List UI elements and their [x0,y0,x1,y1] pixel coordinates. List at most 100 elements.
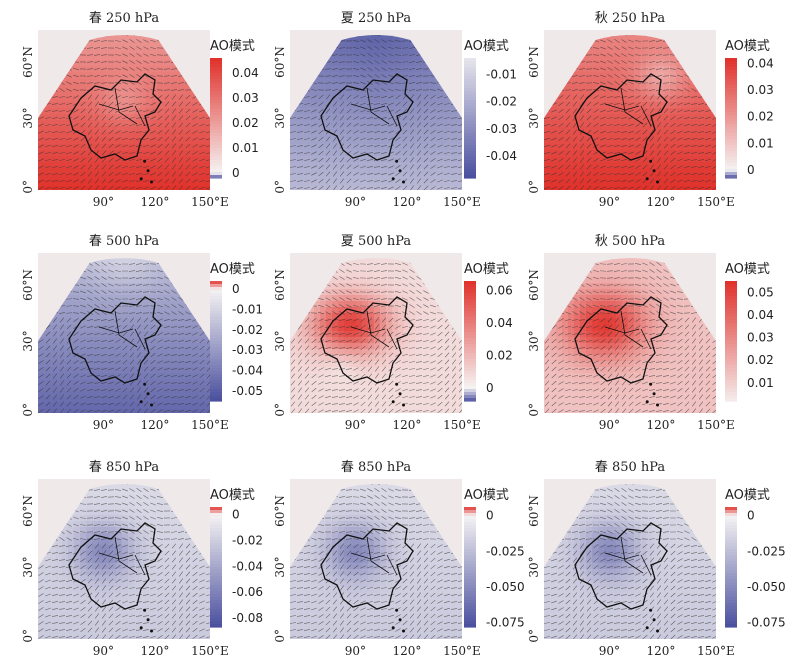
colorbar-segment [464,507,476,511]
colorbar-segment [464,395,476,399]
province-lines [350,87,398,127]
colorbar-segment [464,299,476,303]
colorbar-tick: 0.03 [747,83,774,97]
colorbar-segment [210,290,222,294]
y-tick-label: 60°N [21,269,35,301]
colorbar-title: AO模式 [210,488,255,503]
island [139,177,143,181]
colorbar-segment [725,341,737,345]
colorbar-segment [725,151,737,155]
colorbar-segment [725,136,737,140]
x-tick-label: 90° [345,644,366,658]
colorbar-segment [725,115,737,119]
colorbar-segment [210,522,222,526]
island [395,608,399,612]
colorbar-segment [464,528,476,532]
colorbar-segment [210,549,222,553]
colorbar-segment [725,383,737,387]
x-tick-label: 120° [647,644,676,658]
colorbar-segment [725,365,737,369]
colorbar-segment [464,600,476,604]
colorbar-segment [464,380,476,384]
island [143,159,147,163]
colorbar-segment [725,323,737,327]
colorbar-segment [725,371,737,375]
colorbar-segment [725,510,737,514]
colorbar-tick: 0.03 [747,331,774,345]
island [645,626,649,630]
panel-title: 春 850 hPa [89,460,160,475]
panel-title: 春 250 hPa [89,11,160,26]
colorbar-segment [464,540,476,544]
y-tick-label: 30° [527,330,541,351]
colorbar-segment [210,320,222,324]
y-tick-label: 30° [273,556,287,577]
colorbar-segment [210,344,222,348]
colorbar-segment [464,624,476,628]
colorbar-segment [210,82,222,86]
colorbar-tick: -0.050 [486,580,525,594]
colorbar-segment [464,136,476,140]
colorbar-segment [725,311,737,315]
colorbar-segment [725,597,737,601]
colorbar-segment [725,585,737,589]
colorbar-segment [210,594,222,598]
colorbar-segment [725,594,737,598]
colorbar-tick: -0.06 [232,585,263,599]
colorbar-segment [464,510,476,514]
colorbar-segment [725,97,737,101]
colorbar-segment [210,326,222,330]
colorbar-segment [464,305,476,309]
colorbar-segment [464,564,476,568]
colorbar-segment [210,618,222,622]
colorbar-tick: 0 [232,508,240,522]
colorbar-segment [210,175,222,179]
x-tick-label: 90° [599,418,620,432]
panel-title: 夏 250 hPa [341,11,412,26]
colorbar-segment [210,377,222,381]
colorbar-segment [725,290,737,294]
map-panel: 春 850 hPa 60°N 30° 0° 90° 120° 150°E AO模式 0 -0.02… [21,460,263,658]
colorbar-segment [210,94,222,98]
colorbar-segment [464,100,476,104]
colorbar-segment [464,365,476,369]
y-tick-label: 30° [527,107,541,128]
colorbar-segment [464,70,476,74]
y-tick-label: 0° [527,629,541,643]
colorbar-segment [464,549,476,553]
colorbar-segment [210,109,222,113]
colorbar-segment [464,606,476,610]
province-lines [604,536,652,576]
colorbar-segment [210,154,222,158]
colorbar-segment [725,320,737,324]
colorbar-segment [464,531,476,535]
colorbar-segment [210,395,222,399]
colorbar-segment [464,350,476,354]
colorbar-segment [464,311,476,315]
colorbar-segment [464,618,476,622]
colorbar-title: AO模式 [464,39,509,54]
colorbar-segment [725,362,737,366]
island [150,403,154,407]
colorbar-tick: -0.02 [232,323,263,337]
colorbar-segment [210,507,222,511]
colorbar-segment [210,91,222,95]
colorbar-segment [725,127,737,131]
colorbar-segment [210,332,222,336]
colorbar-segment [725,88,737,92]
colorbar-segment [464,61,476,65]
y-tick-label: 60°N [527,495,541,527]
colorbar-segment [464,88,476,92]
colorbar-segment [725,308,737,312]
colorbar-segment [725,142,737,146]
colorbar-segment [210,389,222,393]
colorbar-segment [464,284,476,288]
colorbar-segment [464,172,476,176]
colorbar-segment [210,555,222,559]
colorbar-segment [210,516,222,520]
colorbar-tick: -0.02 [232,534,263,548]
colorbar-tick: -0.03 [232,343,263,357]
colorbar-segment [725,534,737,538]
colorbar-segment [210,510,222,514]
